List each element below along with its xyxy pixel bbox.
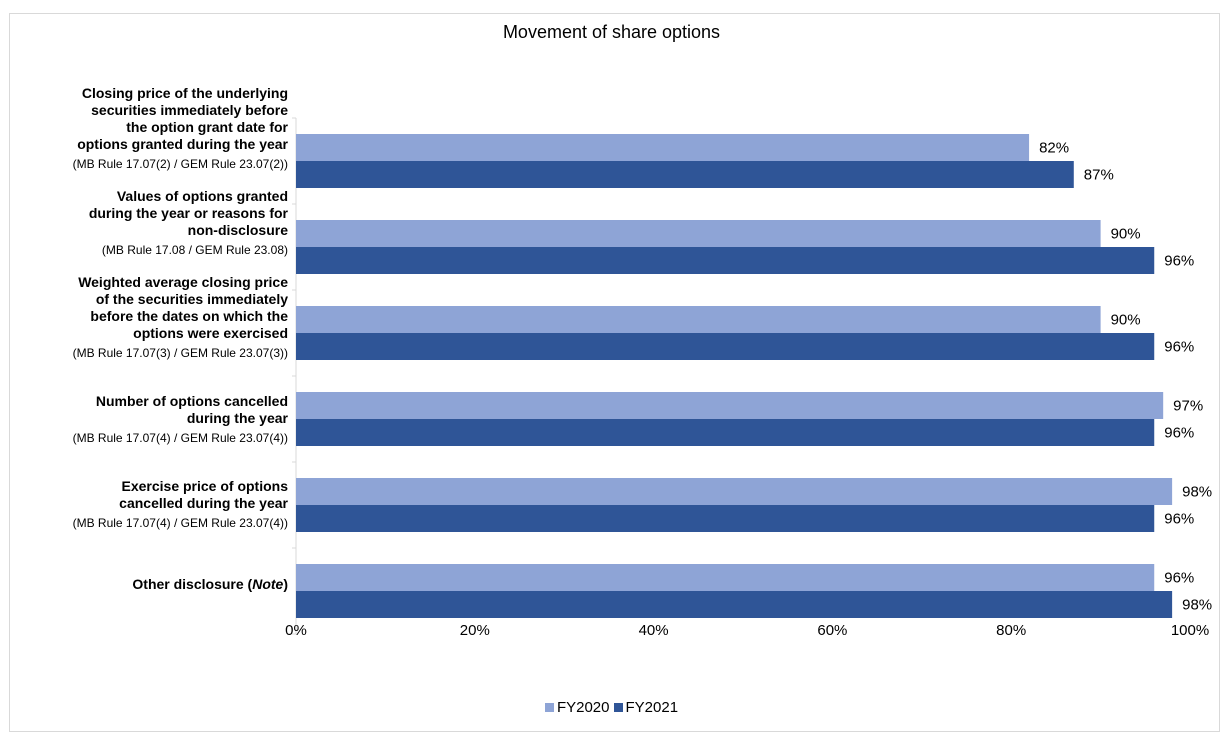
category-label-main: Closing price of the underlying securitie… <box>77 85 288 152</box>
category-label: Values of options granted during the year… <box>89 188 288 259</box>
category-label-main: Values of options granted during the year… <box>88 188 288 238</box>
data-label: 82% <box>1039 140 1069 157</box>
category-label-main: Exercise price of options cancelled durin… <box>119 478 288 511</box>
data-label: 96% <box>1164 570 1194 587</box>
category-label: Number of options cancelled during the ye… <box>73 393 288 447</box>
legend: FY2020 FY2021 <box>0 699 1223 716</box>
bar-fy2021 <box>296 419 1155 446</box>
legend-swatch <box>544 703 554 712</box>
data-label: 98% <box>1182 484 1212 501</box>
category-label: Other disclosure (Note) <box>132 576 288 593</box>
data-label: 96% <box>1164 253 1194 270</box>
data-label: 97% <box>1173 398 1203 415</box>
x-tick-label: 60% <box>817 622 847 639</box>
category-label-main: Weighted average closing price of the sec… <box>78 274 288 341</box>
category-label-main: Other disclosure (Note) <box>132 576 288 592</box>
bar-fy2020 <box>296 478 1173 505</box>
data-label: 96% <box>1164 425 1194 442</box>
category-label-main: Number of options cancelled during the ye… <box>95 393 288 426</box>
bar-fy2020 <box>296 220 1101 247</box>
bar-fy2021 <box>296 591 1173 618</box>
bar-fy2021 <box>296 247 1155 274</box>
category-sublabel: (MB Rule 17.07(4) / GEM Rule 23.07(4)) <box>72 516 288 530</box>
bar-fy2021 <box>296 505 1155 532</box>
bar-fy2020 <box>296 564 1155 591</box>
legend-label: FY2021 <box>625 699 679 716</box>
legend-item-fy2020: FY2020 <box>544 699 610 716</box>
category-sublabel: (MB Rule 17.07(3) / GEM Rule 23.07(3)) <box>72 346 288 360</box>
bar-fy2020 <box>296 134 1030 161</box>
bar-fy2021 <box>296 161 1074 188</box>
x-tick-label: 80% <box>996 622 1026 639</box>
legend-item-fy2021: FY2021 <box>613 699 679 716</box>
chart-title: Movement of share options <box>502 22 721 42</box>
x-tick-label: 40% <box>639 622 669 639</box>
x-tick-label: 100% <box>1171 622 1209 639</box>
legend-swatch <box>613 703 623 712</box>
x-tick-label: 20% <box>460 622 490 639</box>
data-label: 98% <box>1182 597 1212 614</box>
legend-label: FY2020 <box>556 699 610 716</box>
category-label: Weighted average closing price of the sec… <box>73 274 288 362</box>
category-label: Closing price of the underlying securitie… <box>73 85 288 173</box>
data-label: 96% <box>1164 511 1194 528</box>
bar-fy2020 <box>296 306 1101 333</box>
bar-fy2021 <box>296 333 1155 360</box>
x-tick-label: 0% <box>285 622 307 639</box>
data-label: 90% <box>1111 312 1141 329</box>
category-sublabel: (MB Rule 17.07(2) / GEM Rule 23.07(2)) <box>72 157 288 171</box>
category-sublabel: (MB Rule 17.07(4) / GEM Rule 23.07(4)) <box>72 431 288 445</box>
data-label: 87% <box>1084 167 1114 184</box>
chart-frame <box>9 13 1220 732</box>
data-label: 96% <box>1164 339 1194 356</box>
category-sublabel: (MB Rule 17.08 / GEM Rule 23.08) <box>101 243 288 257</box>
bar-fy2020 <box>296 392 1164 419</box>
category-label: Exercise price of options cancelled durin… <box>73 478 288 532</box>
data-label: 90% <box>1111 226 1141 243</box>
